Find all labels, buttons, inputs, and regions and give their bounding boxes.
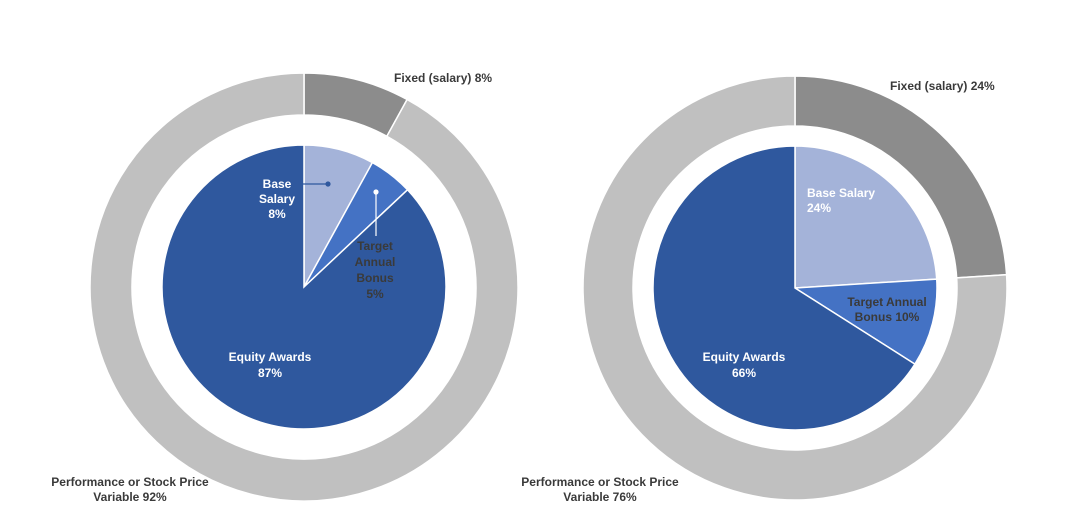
outer-ring-label-line: Fixed (salary) 24% — [890, 79, 995, 93]
inner-ring-slice-base-salary — [794, 145, 938, 289]
inner-pie-label: Base Salary 24% — [807, 186, 875, 215]
donut-chart-1: Fixed (salary) 8% Performance or Stock Pr… — [51, 71, 519, 504]
inner-pie-label-line: Equity Awards — [703, 350, 786, 364]
outer-ring-label: Performance or Stock Price Variable 76% — [521, 475, 679, 504]
inner-pie-label-line: Base — [263, 177, 292, 191]
inner-pie-label-line: Bonus 10% — [855, 310, 920, 324]
inner-pie-label-line: Target Annual — [847, 295, 926, 309]
inner-pie-label: Equity Awards 66% — [703, 350, 786, 380]
inner-ring-slice-equity-awards — [652, 145, 916, 431]
inner-pie-label-line: Annual — [355, 255, 396, 269]
outer-ring-label-line: Variable 92% — [93, 490, 167, 504]
inner-pie-label: Base Salary 8% — [259, 177, 295, 221]
outer-ring-label-line: Performance or Stock Price — [51, 475, 209, 489]
donut-chart-2: Fixed (salary) 24% Performance or Stock P… — [521, 75, 1008, 504]
inner-pie-label: Target Annual Bonus 5% — [355, 239, 396, 301]
inner-pie-label-line: 87% — [258, 366, 282, 380]
outer-ring-label: Performance or Stock Price Variable 92% — [51, 475, 209, 504]
inner-ring-slice-equity-awards — [161, 144, 447, 430]
inner-pie-label-line: Target — [357, 239, 393, 253]
outer-ring-slice-outer-variable — [89, 72, 519, 502]
inner-ring-slice-target-bonus — [792, 278, 938, 366]
inner-pie-label-line: 24% — [807, 201, 831, 215]
label-leader-dot — [373, 189, 379, 195]
inner-pie-label: Target Annual Bonus 10% — [847, 295, 926, 324]
inner-pie-label-line: Equity Awards — [229, 350, 312, 364]
inner-pie-label-line: 8% — [268, 207, 286, 221]
outer-ring-label: Fixed (salary) 24% — [890, 79, 995, 93]
outer-ring-label-line: Variable 76% — [563, 490, 637, 504]
inner-pie-label-line: Salary — [259, 192, 295, 206]
outer-ring-slice-outer-variable — [582, 75, 1008, 501]
outer-ring-label: Fixed (salary) 8% — [394, 71, 492, 85]
inner-pie-label-line: Bonus — [356, 271, 394, 285]
outer-ring-label-line: Fixed (salary) 8% — [394, 71, 492, 85]
outer-ring-label-line: Performance or Stock Price — [521, 475, 679, 489]
inner-pie-label-line: 66% — [732, 366, 756, 380]
inner-pie-label-line: Base Salary — [807, 186, 875, 200]
inner-pie-label-line: 5% — [366, 287, 384, 301]
label-leader-dot — [325, 181, 331, 187]
inner-pie-label: Equity Awards 87% — [229, 350, 312, 380]
